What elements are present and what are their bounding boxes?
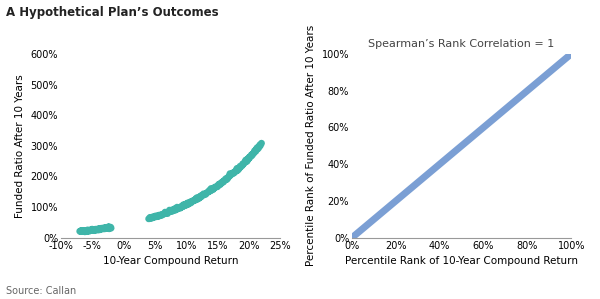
Text: Source: Callan: Source: Callan <box>6 286 76 296</box>
Text: A Hypothetical Plan’s Outcomes: A Hypothetical Plan’s Outcomes <box>6 6 218 19</box>
X-axis label: 10-Year Compound Return: 10-Year Compound Return <box>103 256 238 266</box>
X-axis label: Percentile Rank of 10-Year Compound Return: Percentile Rank of 10-Year Compound Retu… <box>345 256 578 266</box>
Y-axis label: Funded Ratio After 10 Years: Funded Ratio After 10 Years <box>15 74 25 218</box>
Title: Spearman’s Rank Correlation = 1: Spearman’s Rank Correlation = 1 <box>368 39 555 49</box>
Y-axis label: Percentile Rank of Funded Ratio After 10 Years: Percentile Rank of Funded Ratio After 10… <box>306 25 316 266</box>
